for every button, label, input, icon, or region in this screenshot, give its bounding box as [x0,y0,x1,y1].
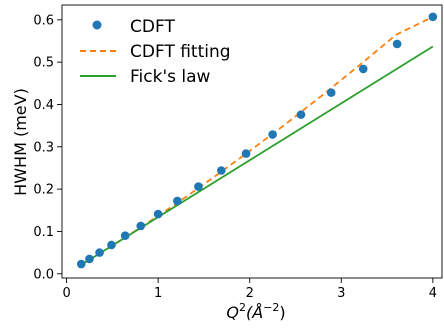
cdft-point [107,240,116,250]
y-axis-label: HWHM (meV) [11,88,30,196]
cdft-point [392,39,402,49]
x-tick-label: 1 [154,286,162,301]
cdft-point [241,149,251,158]
x-tick-label: 0 [62,286,70,301]
cdft-point [326,88,336,97]
y-tick-label: 0.4 [33,98,54,113]
cdft-point [136,221,146,231]
cdft-point [268,130,277,139]
cdft-point [296,110,306,119]
y-tick-label: 0.3 [33,140,54,155]
y-tick-label: 0.6 [33,13,54,28]
cdft-point [194,182,203,191]
x-tick-label: 2 [246,286,254,301]
y-tick-label: 0.2 [33,183,54,198]
legend-fit-label: CDFT fitting [130,42,231,62]
x-tick-label: 3 [337,286,345,301]
y-tick-label: 0.1 [33,225,54,240]
x-tick-label: 4 [429,286,437,301]
plot-area [61,4,443,279]
series-layer [76,12,438,269]
legend: CDFT CDFT fitting Fick's law [80,17,231,87]
cdft-point [428,12,438,22]
legend-cdft-marker [92,20,102,30]
cdft-point [95,248,104,257]
cdft-point [76,259,86,269]
x-axis-label: Q2(Å−2) [226,301,285,322]
legend-fick-label: Fick's law [130,67,211,87]
y-tick-label: 0.0 [33,267,54,282]
cdft-point [85,254,94,264]
cdft-point [120,231,130,240]
cdft-point [217,166,226,175]
cdft-point [173,196,182,206]
legend-cdft-label: CDFT [130,17,175,37]
cdft-point [358,64,368,74]
y-tick-label: 0.5 [33,56,54,71]
cdft-point [153,209,163,219]
axes-layer: 0 1 2 3 4 0.0 0.1 0.2 0.3 0.4 0.5 0.6 [33,13,437,301]
